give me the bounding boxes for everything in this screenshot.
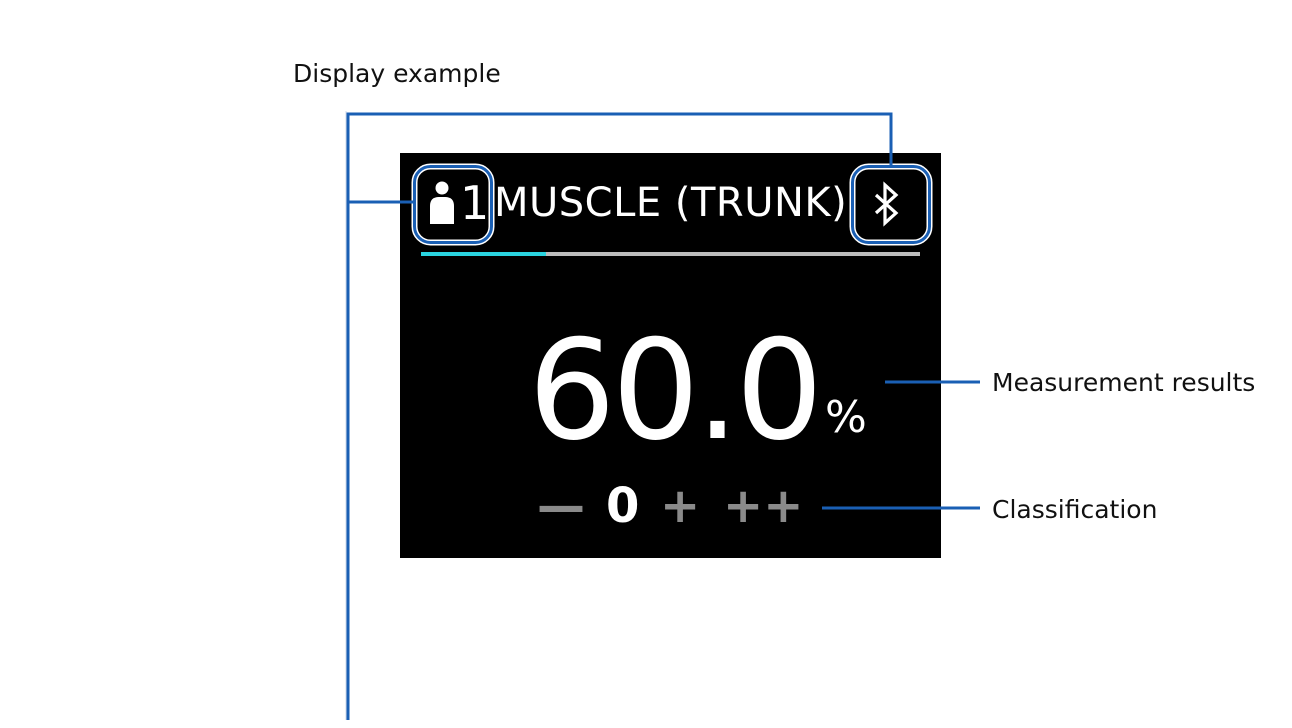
classification-plusplus: ++ [723,478,804,534]
display-example-caption: Display example [293,59,501,88]
classification-zero: 0 [606,478,640,534]
measurement-title: MUSCLE (TRUNK) [494,180,848,226]
progress-bar [421,252,920,256]
measurement-value: 60.0 [528,310,823,471]
classification-caption: Classification [992,495,1158,524]
measurement-results-caption: Measurement results [992,368,1256,397]
measurement-unit: % [825,392,867,443]
classification-minus: — [537,478,585,534]
user-number: 1 [460,176,490,230]
progress-fill [421,252,546,256]
classification-plus: + [660,478,701,534]
